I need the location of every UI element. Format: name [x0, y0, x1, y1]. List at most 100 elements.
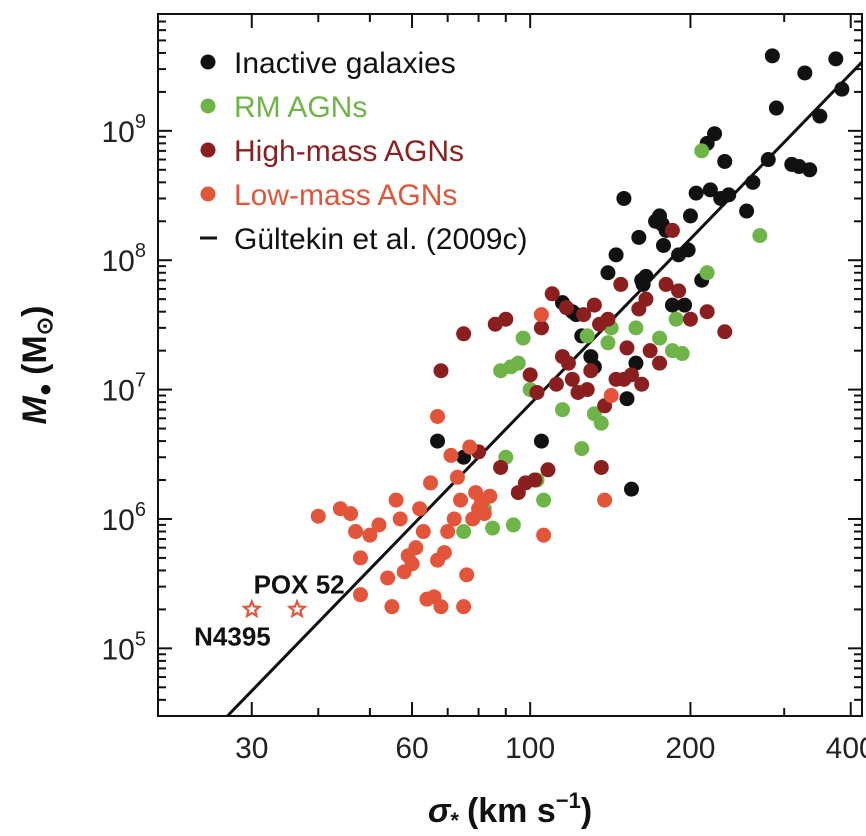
data-point-series-3 — [433, 599, 449, 615]
data-point-series-3 — [388, 492, 404, 508]
y-tick-label: 105 — [102, 628, 147, 666]
data-point-series-3 — [408, 540, 424, 556]
data-point-series-1 — [510, 355, 526, 371]
data-point-series-1 — [593, 415, 609, 431]
y-tick-label: 106 — [102, 499, 147, 537]
data-point-series-2 — [579, 382, 595, 398]
data-point-series-1 — [752, 228, 768, 244]
data-point-series-3 — [415, 524, 431, 540]
data-point-series-3 — [423, 475, 439, 491]
data-point-series-0 — [739, 203, 755, 219]
data-point-series-0 — [721, 187, 737, 203]
data-point-series-3 — [362, 527, 378, 543]
data-point-series-2 — [493, 459, 509, 475]
star-marker — [241, 598, 263, 619]
data-point-series-1 — [515, 330, 531, 346]
data-point-series-1 — [694, 143, 710, 159]
data-point-series-3 — [440, 524, 456, 540]
data-point-series-1 — [652, 330, 668, 346]
data-point-series-3 — [603, 388, 619, 404]
data-point-series-3 — [384, 599, 400, 615]
data-point-series-1 — [505, 517, 521, 533]
data-point-series-3 — [453, 492, 469, 508]
data-point-series-3 — [380, 570, 396, 586]
legend-label: RM AGNs — [234, 91, 367, 124]
legend-marker — [200, 142, 216, 158]
data-point-series-0 — [768, 100, 784, 116]
x-axis-title: σ* (km s−1) — [428, 788, 592, 833]
data-point-series-2 — [652, 355, 668, 371]
annotation-label: N4395 — [194, 621, 271, 651]
data-point-series-2 — [586, 297, 602, 313]
data-point-series-2 — [576, 307, 592, 323]
data-point-series-3 — [482, 488, 498, 504]
data-point-series-3 — [392, 511, 408, 527]
data-point-series-2 — [619, 340, 635, 356]
data-point-series-2 — [583, 363, 599, 379]
legend-label: Gültekin et al. (2009c) — [234, 223, 527, 256]
data-point-series-1 — [674, 346, 690, 362]
data-point-series-0 — [638, 268, 654, 284]
annotations: POX 52 N4395 — [194, 569, 345, 651]
data-point-series-2 — [593, 459, 609, 475]
data-point-series-3 — [404, 556, 420, 572]
data-point-series-0 — [760, 152, 776, 168]
data-point-series-2 — [671, 283, 687, 299]
data-point-series-2 — [544, 286, 560, 302]
data-point-series-0 — [702, 182, 718, 198]
data-point-series-0 — [688, 185, 704, 201]
x-tick-label: 30 — [235, 732, 268, 765]
data-point-series-2 — [600, 311, 616, 327]
data-point-series-2 — [433, 363, 449, 379]
data-point-series-0 — [655, 237, 671, 253]
legend-label: Low-mass AGNs — [234, 179, 457, 212]
x-tick-label: 400 — [826, 732, 866, 765]
data-point-series-3 — [343, 506, 359, 522]
data-point-series-0 — [717, 153, 733, 169]
fit-line-group — [226, 61, 864, 718]
data-point-series-3 — [476, 506, 492, 522]
data-point-series-2 — [682, 311, 698, 327]
data-point-series-0 — [745, 174, 761, 190]
data-point-series-0 — [664, 297, 680, 313]
y-axis-title: M●(M⊙) — [16, 305, 57, 424]
data-point-series-2 — [634, 376, 650, 392]
data-point-series-0 — [828, 51, 844, 67]
legend-label: Inactive galaxies — [234, 47, 456, 80]
data-point-series-0 — [764, 48, 780, 64]
plot-frame — [157, 13, 863, 717]
data-point-series-1 — [699, 265, 715, 281]
data-point-series-0 — [812, 108, 828, 124]
data-point-series-3 — [443, 447, 459, 463]
data-point-series-0 — [628, 355, 644, 371]
data-point-series-0 — [680, 242, 696, 258]
star-marker — [286, 598, 308, 619]
data-point-series-1 — [485, 520, 501, 536]
data-point-series-2 — [564, 371, 580, 387]
data-point-series-2 — [664, 222, 680, 238]
data-point-series-3 — [536, 527, 552, 543]
data-point-series-2 — [699, 304, 715, 320]
data-point-series-2 — [638, 291, 654, 307]
legend: Inactive galaxies RM AGNs High-mass AGNs Lo… — [200, 47, 527, 256]
data-point-series-3 — [446, 511, 462, 527]
data-point-series-0 — [707, 126, 723, 142]
data-point-series-0 — [631, 229, 647, 245]
data-point-series-3 — [462, 439, 478, 455]
data-point-series-2 — [522, 367, 538, 383]
data-point-series-0 — [677, 297, 693, 313]
data-point-series-2 — [548, 376, 564, 392]
data-point-series-2 — [717, 324, 733, 340]
y-tick-label: 108 — [102, 240, 147, 278]
data-point-series-3 — [352, 550, 368, 566]
data-point-series-0 — [533, 433, 549, 449]
data-point-series-3 — [456, 599, 472, 615]
legend-label: High-mass AGNs — [234, 135, 464, 168]
data-point-series-1 — [668, 311, 684, 327]
data-point-series-3 — [348, 524, 364, 540]
data-point-series-0 — [608, 247, 624, 263]
data-point-series-0 — [802, 162, 818, 178]
x-tick-label: 60 — [395, 732, 428, 765]
data-point-series-2 — [623, 367, 639, 383]
